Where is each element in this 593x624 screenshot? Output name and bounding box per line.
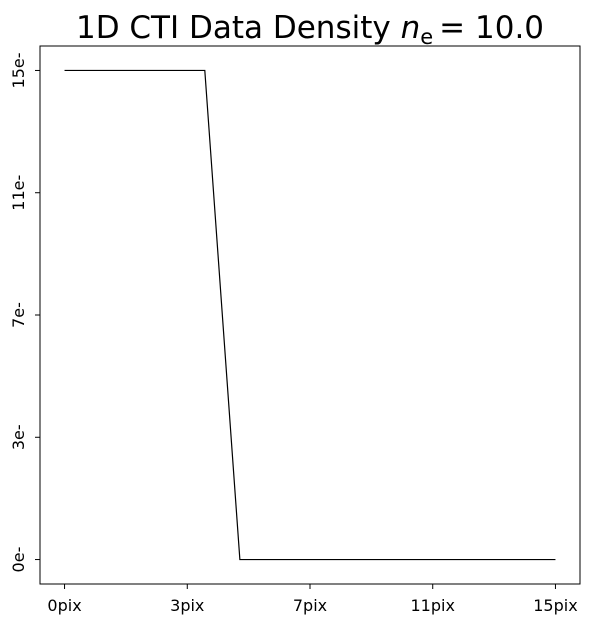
title-symbol: n [401,10,421,46]
plot-frame [39,45,581,585]
x-tick-label: 15pix [533,596,577,615]
title-subscript: e [420,25,433,49]
chart-title: 1D CTI Data Density ne = 10.0 [76,10,544,49]
y-tick-label: 3e- [9,424,28,450]
x-tick-label: 0pix [47,596,81,615]
title-equation: = 10.0 [439,10,544,46]
y-tick-label: 0e- [9,547,28,573]
x-tick-label: 3pix [170,596,204,615]
data-line [64,69,556,561]
title-text: 1D CTI Data Density [76,10,391,46]
x-tick-label: 7pix [293,596,327,615]
y-tick-label: 7e- [9,302,28,328]
y-tick-label: 11e- [9,175,28,211]
x-tick-label: 11pix [411,596,455,615]
y-tick-label: 15e- [9,52,28,88]
